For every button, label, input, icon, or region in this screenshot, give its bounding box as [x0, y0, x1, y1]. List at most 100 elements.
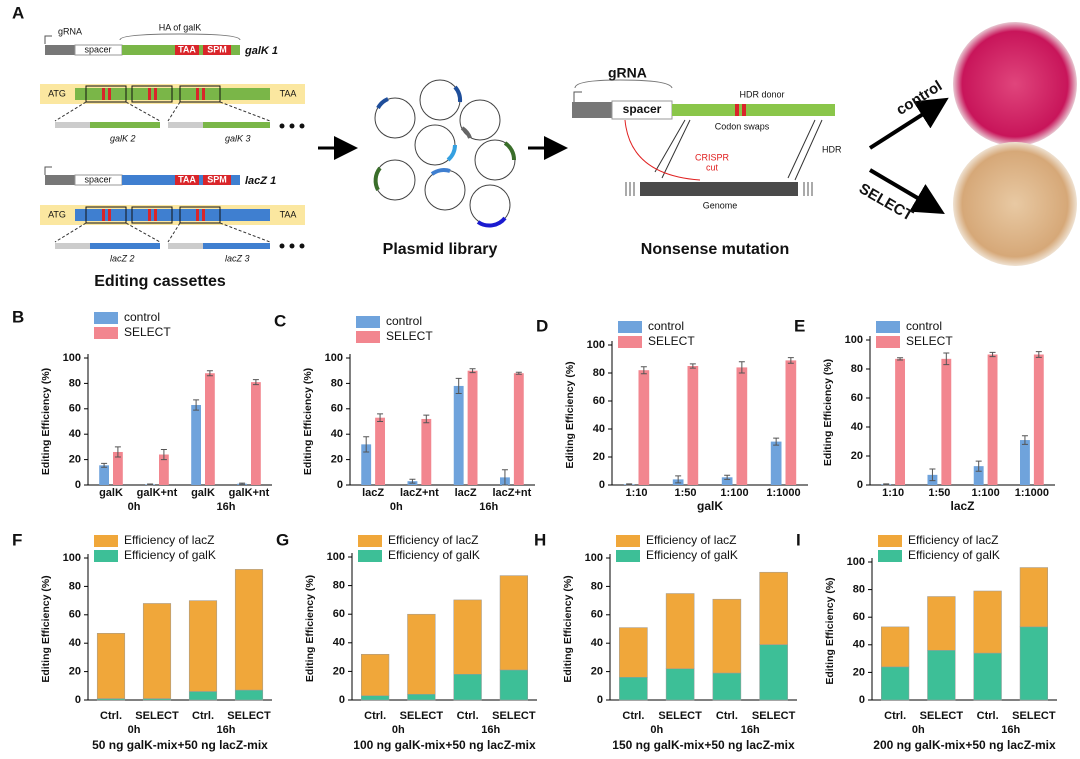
block — [203, 45, 231, 55]
ellipsis — [279, 123, 305, 129]
block — [168, 243, 270, 249]
y-tick-label: 40 — [69, 637, 81, 649]
y-tick-label: 20 — [333, 665, 345, 677]
bar — [513, 373, 524, 485]
mutations — [102, 88, 205, 100]
hatch — [625, 182, 813, 196]
bar — [987, 354, 998, 485]
y-tick-label: 0 — [597, 694, 603, 706]
y-tick-label: 80 — [69, 580, 81, 592]
bar-segment — [499, 669, 528, 701]
promoter — [573, 91, 582, 102]
group-label: 16h — [217, 501, 236, 513]
legend-label: Efficiency of galK — [388, 548, 480, 562]
panel-a: A gRNA HA of galK spacer TAA SPM galK 1 … — [12, 3, 1077, 290]
label: TAA — [178, 44, 196, 54]
block — [203, 175, 231, 185]
bar — [941, 358, 952, 485]
y-tick-label: 60 — [593, 395, 605, 407]
y-tick-label: 0 — [857, 479, 863, 491]
y-tick-label: 20 — [593, 451, 605, 463]
x-tick-label: 1:10 — [882, 487, 904, 499]
bar-segment — [712, 598, 742, 674]
bar — [1033, 354, 1044, 485]
y-axis-label: Editing Efficiency (%) — [40, 575, 52, 682]
label: TAA — [280, 88, 297, 98]
y-tick-label: 80 — [69, 377, 81, 389]
x-tick-label: 1:50 — [674, 487, 696, 499]
bar-segment — [973, 652, 1002, 701]
x-axis-label: lacZ — [950, 499, 974, 513]
legend-label: Efficiency of galK — [646, 548, 738, 562]
y-tick-label: 80 — [853, 584, 865, 596]
x-axis-label: 100 ng galK-mix+50 ng lacZ-mix — [353, 738, 536, 752]
error-bar — [975, 460, 982, 472]
legend-swatch — [356, 331, 380, 343]
bar — [973, 466, 984, 485]
group-label: 0h — [912, 724, 925, 736]
bar — [251, 382, 261, 485]
block — [55, 122, 90, 128]
x-tick-label: Ctrl. — [884, 710, 906, 722]
label: ATG — [48, 209, 66, 219]
label: HDR — [822, 144, 842, 154]
bar-segment — [361, 695, 390, 701]
legend-label: control — [124, 310, 160, 324]
x-axis-label: 200 ng galK-mix+50 ng lacZ-mix — [873, 738, 1056, 752]
bar-segment — [407, 613, 436, 695]
bar — [361, 444, 372, 485]
bar — [770, 441, 782, 485]
y-tick-label: 100 — [327, 551, 345, 563]
bracket — [574, 79, 673, 89]
bar — [99, 465, 109, 485]
y-tick-label: 0 — [859, 694, 865, 706]
x-tick-label: SELECT — [752, 710, 796, 722]
y-tick-label: 80 — [851, 363, 863, 375]
label: control — [893, 77, 945, 118]
bar — [375, 417, 385, 485]
legend-label: Efficiency of galK — [908, 548, 1000, 562]
y-tick-label: 40 — [853, 639, 865, 651]
bar-segment — [1019, 626, 1048, 701]
bar-segment — [712, 672, 742, 701]
y-tick-label: 100 — [845, 334, 863, 346]
arrow — [868, 168, 945, 215]
x-tick-label: lacZ — [455, 487, 477, 499]
y-tick-label: 100 — [585, 552, 603, 564]
bar-segment — [234, 569, 264, 691]
panel-label: D — [536, 316, 548, 335]
x-tick-label: galK — [191, 487, 215, 499]
group-label: 16h — [217, 724, 236, 736]
y-tick-label: 100 — [847, 556, 865, 568]
legend-swatch — [878, 535, 902, 547]
x-axis-label: galK — [697, 499, 723, 513]
petri-dish — [953, 22, 1077, 146]
x-tick-label: 1:1000 — [766, 487, 800, 499]
mutation — [735, 104, 739, 116]
legend-label: control — [386, 314, 422, 328]
error-bar — [943, 352, 950, 366]
bar — [895, 358, 905, 485]
error-bar — [160, 448, 167, 461]
y-tick-label: 40 — [593, 423, 605, 435]
error-bar — [738, 361, 745, 374]
y-tick-label: 40 — [333, 637, 345, 649]
x-tick-label: SELECT — [227, 710, 271, 722]
panel-label: I — [796, 530, 801, 549]
bar — [191, 404, 201, 485]
error-bar — [469, 368, 476, 374]
bar — [638, 370, 650, 485]
bar-segment — [927, 650, 956, 701]
error-bar — [363, 436, 370, 453]
x-tick-label: lacZ+nt — [492, 487, 531, 499]
charts: B Editing Efficiency (%) 0 20 40 60 80 100 contr… — [12, 307, 1057, 752]
x-tick-label: Ctrl. — [977, 710, 999, 722]
label: ATG — [48, 88, 66, 98]
x-tick-label: Ctrl. — [364, 710, 386, 722]
windows — [85, 206, 221, 224]
plasmids — [374, 79, 516, 226]
x-tick-label: Ctrl. — [622, 710, 644, 722]
label: CRISPR — [695, 152, 730, 162]
legend-label: SELECT — [906, 334, 953, 348]
label: spacer — [84, 44, 111, 54]
